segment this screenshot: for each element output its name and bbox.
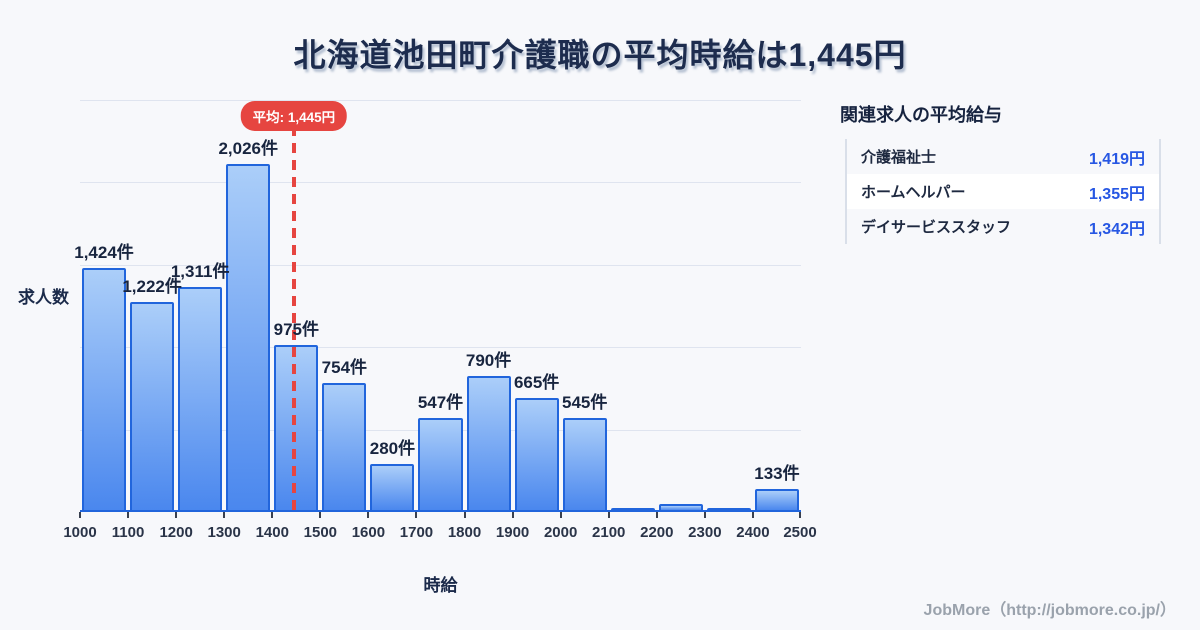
job-wage: 1,355円: [1088, 185, 1145, 203]
x-axis-tick: [79, 512, 81, 518]
plot-area: 平均: 1,445円 1,424件 1,222件 1,311件 2,026件 975件 7…: [63, 100, 817, 541]
x-axis-tick-label: 1200: [159, 524, 193, 541]
histogram-bar: [82, 268, 127, 512]
x-axis-tick: [703, 512, 706, 518]
x-axis-tick-label: 1300: [207, 524, 241, 541]
job-title: デイサービススタッフ: [861, 219, 1012, 236]
gridline: [80, 100, 801, 101]
x-axis-tick-label: 1900: [495, 524, 530, 541]
x-axis-tick: [319, 512, 322, 518]
job-title: ホームヘルパー: [861, 184, 966, 201]
x-axis-tick: [367, 512, 370, 518]
x-axis-tick-label: 1700: [399, 524, 434, 541]
job-title: 介護福祉士: [861, 149, 937, 166]
x-axis-tick: [799, 512, 801, 518]
histogram-bar: [658, 504, 703, 512]
bar-value-label: 545件: [562, 393, 608, 412]
x-axis-tick-label: 1400: [255, 524, 289, 541]
average-dashed-line: [291, 126, 296, 512]
histogram-bar: [610, 508, 655, 512]
x-axis-tick: [559, 512, 562, 518]
histogram-bar: [322, 383, 367, 512]
x-axis-tick-label: 2500: [783, 524, 817, 541]
x-axis-tick: [607, 512, 610, 518]
bar-value-label: 1,222件: [122, 277, 182, 296]
bar-value-label: 754件: [321, 358, 368, 377]
related-jobs-panel-title: 関連求人の平均給与: [840, 105, 1002, 125]
gridline: [80, 182, 801, 184]
x-axis-tick: [511, 512, 514, 518]
related-job-row: デイサービススタッフ 1,342円: [847, 209, 1159, 244]
bar-value-label: 1,311件: [170, 262, 230, 281]
x-axis-tick: [175, 512, 178, 518]
histogram-bar: [274, 345, 319, 512]
page-title: 北海道池田町介護職の平均時給は1,445円: [293, 37, 907, 73]
histogram-bar: [754, 489, 799, 512]
bar-value-label: 133件: [754, 464, 800, 483]
bar-value-label: 280件: [369, 439, 416, 458]
x-axis-tick-label: 1100: [111, 524, 145, 541]
histogram-bar: [514, 398, 559, 512]
histogram-bar: [130, 302, 175, 512]
x-axis-tick-label: 1000: [63, 524, 97, 541]
histogram-bar: [466, 376, 511, 512]
x-axis-tick-label: 2400: [736, 524, 770, 541]
bar-value-label: 547件: [417, 393, 464, 412]
x-axis-tick-label: 2300: [688, 524, 722, 541]
x-axis-tick-label: 2100: [592, 524, 626, 541]
related-jobs-list: 介護福祉士 1,419円 ホームヘルパー 1,355円 デイサービススタッフ 1…: [845, 139, 1161, 244]
y-axis-label: 求人数: [18, 288, 69, 307]
related-job-row: 介護福祉士 1,419円: [847, 139, 1159, 174]
x-axis-tick-label: 1800: [447, 524, 482, 541]
x-axis-tick-label: 1600: [351, 524, 386, 541]
gridline: [80, 347, 801, 349]
bar-value-label: 975件: [273, 320, 319, 339]
job-wage: 1,342円: [1088, 220, 1145, 238]
x-axis-tick: [655, 512, 658, 518]
gridline: [80, 264, 801, 266]
x-axis-tick: [271, 512, 274, 518]
histogram-bar: [418, 418, 463, 512]
x-axis-tick: [223, 512, 226, 518]
x-axis-tick: [463, 512, 466, 518]
histogram-bar: [370, 464, 415, 512]
histogram-bar: [178, 287, 223, 512]
bar-value-label: 665件: [513, 373, 560, 392]
average-badge: 平均: 1,445円: [240, 101, 348, 131]
footer-credit: JobMore（http://jobmore.co.jp/）: [923, 602, 1176, 619]
x-axis-tick-label: 1500: [303, 524, 338, 541]
bar-value-label: 790件: [465, 351, 512, 370]
x-axis-tick: [127, 512, 130, 518]
histogram-bar: [706, 508, 751, 512]
x-axis-tick-label: 2200: [640, 524, 674, 541]
bar-value-label: 1,424件: [74, 243, 134, 262]
histogram-bar: [226, 164, 271, 512]
x-axis-tick-label: 2000: [543, 524, 578, 541]
x-axis-tick: [415, 512, 418, 518]
histogram-bar: [562, 418, 607, 512]
related-job-row: ホームヘルパー 1,355円: [847, 174, 1159, 209]
x-axis-label: 時給: [423, 576, 458, 595]
x-axis-tick: [751, 512, 754, 518]
job-wage: 1,419円: [1088, 150, 1145, 168]
bar-value-label: 2,026件: [218, 139, 278, 158]
